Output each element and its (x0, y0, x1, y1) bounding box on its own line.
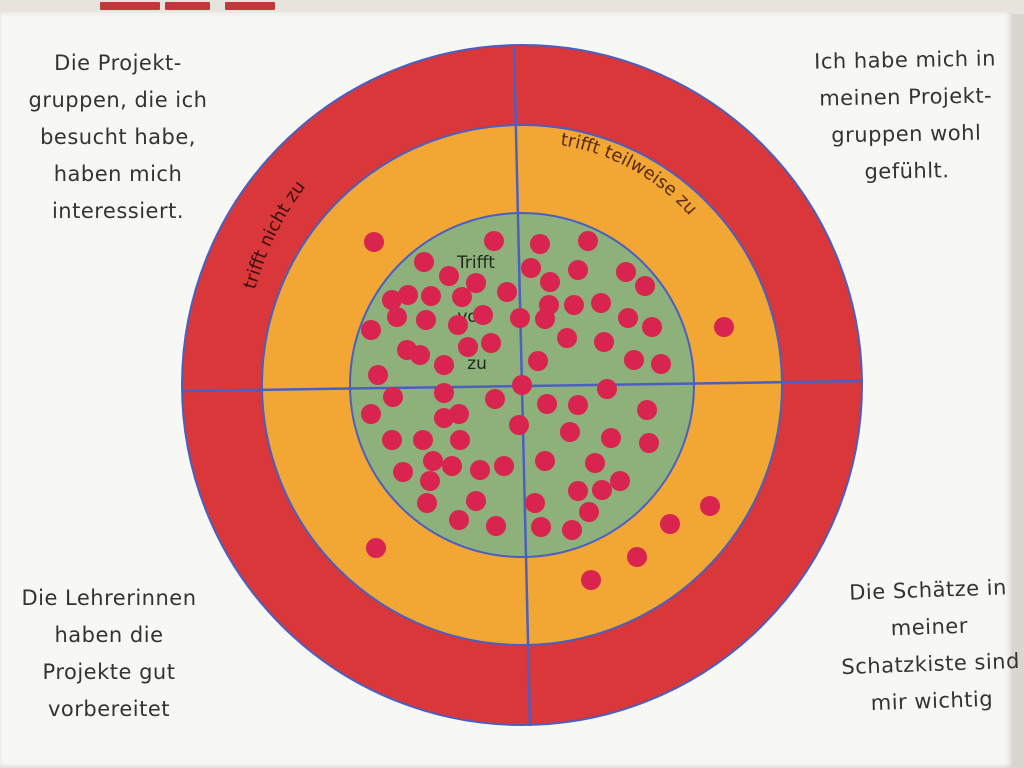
center-label-line1: Trifft (456, 253, 495, 273)
sticker-dot (592, 480, 612, 500)
sticker-dot (525, 493, 545, 513)
sticker-dot (470, 460, 490, 480)
sticker-dot (473, 305, 493, 325)
sticker-dot (439, 266, 459, 286)
sticker-dot (486, 516, 506, 536)
sticker-dot (368, 365, 388, 385)
sticker-dot (557, 328, 577, 348)
sticker-dot (414, 252, 434, 272)
sticker-dot (568, 260, 588, 280)
sticker-dot (510, 308, 530, 328)
sticker-dot (421, 286, 441, 306)
sticker-dot (637, 400, 657, 420)
sticker-dot (361, 320, 381, 340)
sticker-dot (448, 315, 468, 335)
sticker-dot (618, 308, 638, 328)
sticker-dot (434, 355, 454, 375)
sticker-dot (581, 570, 601, 590)
sticker-dot (466, 491, 486, 511)
red-tab-decoration (100, 2, 160, 10)
sticker-dot (560, 422, 580, 442)
sticker-dot (434, 383, 454, 403)
sticker-dot (568, 481, 588, 501)
sticker-dot (601, 428, 621, 448)
sticker-dot (485, 389, 505, 409)
sticker-dot (366, 538, 386, 558)
sticker-dot (535, 451, 555, 471)
sticker-dot (452, 287, 472, 307)
sticker-dot (512, 375, 532, 395)
sticker-dot (449, 510, 469, 530)
sticker-dots (361, 231, 734, 590)
sticker-dot (714, 317, 734, 337)
sticker-dot (413, 430, 433, 450)
sticker-dot (597, 379, 617, 399)
sticker-dot (530, 234, 550, 254)
sticker-dot (564, 295, 584, 315)
sticker-dot (540, 272, 560, 292)
sticker-dot (700, 496, 720, 516)
sticker-dot (481, 333, 501, 353)
sticker-dot (410, 345, 430, 365)
sticker-dot (568, 395, 588, 415)
red-tab-decoration (225, 2, 275, 10)
sticker-dot (383, 387, 403, 407)
sticker-dot (466, 273, 486, 293)
sticker-dot (627, 547, 647, 567)
center-label-line3: zu (467, 354, 487, 374)
sticker-dot (579, 502, 599, 522)
sticker-dot (361, 404, 381, 424)
sticker-dot (494, 456, 514, 476)
sticker-dot (594, 332, 614, 352)
sticker-dot (585, 453, 605, 473)
sticker-dot (660, 514, 680, 534)
sticker-dot (398, 285, 418, 305)
sticker-dot (393, 462, 413, 482)
statement-top-left: Die Projekt- gruppen, die ich besucht ha… (28, 51, 208, 223)
sticker-dot (434, 408, 454, 428)
sticker-dot (364, 232, 384, 252)
sticker-dot (382, 430, 402, 450)
sticker-dot (610, 471, 630, 491)
sticker-dot (417, 493, 437, 513)
background-notebook-strip (0, 0, 1024, 14)
red-tab-decoration (165, 2, 210, 10)
sticker-dot (387, 307, 407, 327)
sticker-dot (382, 290, 402, 310)
sticker-dot (442, 456, 462, 476)
sticker-dot (624, 350, 644, 370)
sticker-dot (616, 262, 636, 282)
sticker-dot (509, 415, 529, 435)
sticker-dot (449, 404, 469, 424)
sticker-dot (651, 354, 671, 374)
sticker-dot (484, 231, 504, 251)
sticker-dot (423, 451, 443, 471)
sticker-dot (642, 317, 662, 337)
sticker-dot (528, 351, 548, 371)
sticker-dot (535, 309, 555, 329)
sticker-dot (562, 520, 582, 540)
sticker-dot (537, 394, 557, 414)
sticker-dot (450, 430, 470, 450)
sticker-dot (497, 282, 517, 302)
sticker-dot (578, 231, 598, 251)
sticker-dot (420, 471, 440, 491)
sticker-dot (521, 258, 541, 278)
sticker-dot (639, 433, 659, 453)
sticker-dot (416, 310, 436, 330)
sticker-dot (635, 276, 655, 296)
statement-bottom-left: Die Lehrerinnen haben die Projekte gut v… (21, 586, 197, 721)
sticker-dot (458, 337, 478, 357)
sticker-dot (531, 517, 551, 537)
sticker-dot (591, 293, 611, 313)
